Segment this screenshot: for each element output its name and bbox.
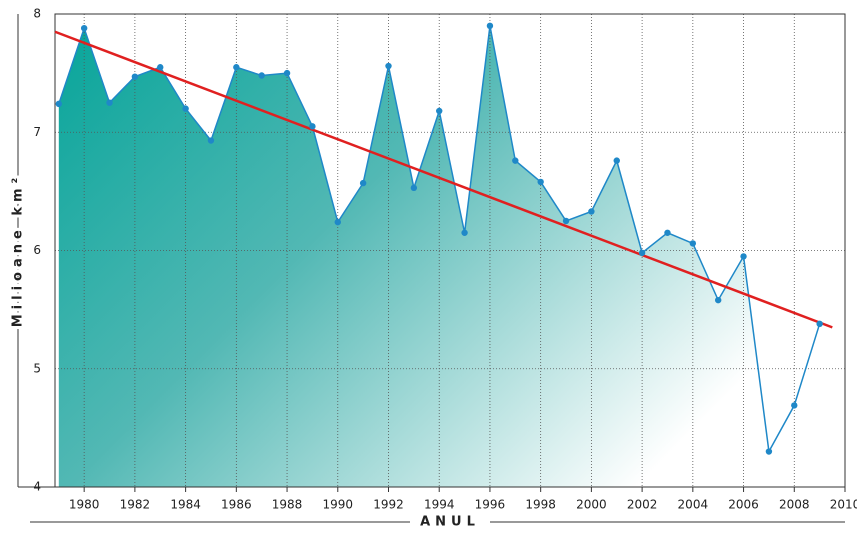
x-tick-label: 1984: [170, 498, 201, 512]
data-point: [233, 64, 240, 71]
data-point: [664, 229, 671, 236]
data-point: [258, 72, 265, 79]
x-tick-label: 1980: [69, 498, 100, 512]
data-point: [689, 240, 697, 247]
x-tick-label: 2008: [779, 498, 810, 512]
data-point: [791, 402, 798, 409]
x-tick-label: 2000: [576, 498, 607, 512]
data-point: [283, 69, 291, 77]
data-point: [309, 123, 316, 130]
x-tick-label: 2004: [678, 498, 709, 512]
x-tick-label: 1988: [272, 498, 303, 512]
data-point: [157, 64, 164, 71]
data-point: [816, 320, 823, 328]
data-point: [638, 249, 646, 257]
x-tick-label: 1998: [525, 498, 556, 512]
x-tick-label: 1994: [424, 498, 455, 512]
data-point: [385, 62, 392, 70]
data-point: [436, 107, 443, 115]
x-tick-label: 2006: [728, 498, 759, 512]
data-point: [765, 448, 773, 455]
data-point: [131, 73, 139, 80]
x-label-bg: [410, 512, 490, 532]
data-point: [562, 217, 570, 225]
data-point: [714, 296, 722, 304]
data-point: [182, 105, 189, 112]
trend-line: [54, 30, 833, 329]
x-axis-label: ANUL: [420, 515, 480, 530]
y-tick-label: 8: [33, 7, 41, 21]
data-point: [359, 179, 367, 187]
data-point: [55, 100, 63, 108]
data-point: [334, 218, 341, 226]
data-point: [106, 99, 113, 106]
y-tick-label: 7: [33, 125, 41, 139]
y-tick-label: 4: [33, 480, 41, 494]
y-tick-label: 5: [33, 361, 41, 375]
plot-frame: [54, 13, 846, 488]
x-tick-label: 1982: [120, 498, 151, 512]
x-tick-label: 1992: [373, 498, 404, 512]
data-point: [537, 178, 544, 186]
data-point: [613, 157, 620, 164]
x-tick-label: 1986: [221, 498, 252, 512]
x-tick-label: 2010: [830, 498, 857, 512]
y-label-bg: Milioane km²: [11, 173, 26, 328]
data-point: [461, 229, 468, 236]
data-point: [512, 157, 519, 164]
x-tick-label: 2002: [627, 498, 658, 512]
y-axis-label: Milioane km²: [11, 173, 26, 328]
data-point: [410, 184, 418, 192]
data-point: [740, 253, 747, 260]
data-point: [80, 24, 88, 32]
data-point: [588, 208, 595, 215]
data-point: [207, 137, 215, 144]
y-tick-label: 6: [33, 243, 41, 257]
x-tick-label: 1990: [323, 498, 354, 512]
data-point: [486, 22, 494, 30]
x-tick-label: 1996: [475, 498, 506, 512]
area-fill: [58, 25, 820, 487]
